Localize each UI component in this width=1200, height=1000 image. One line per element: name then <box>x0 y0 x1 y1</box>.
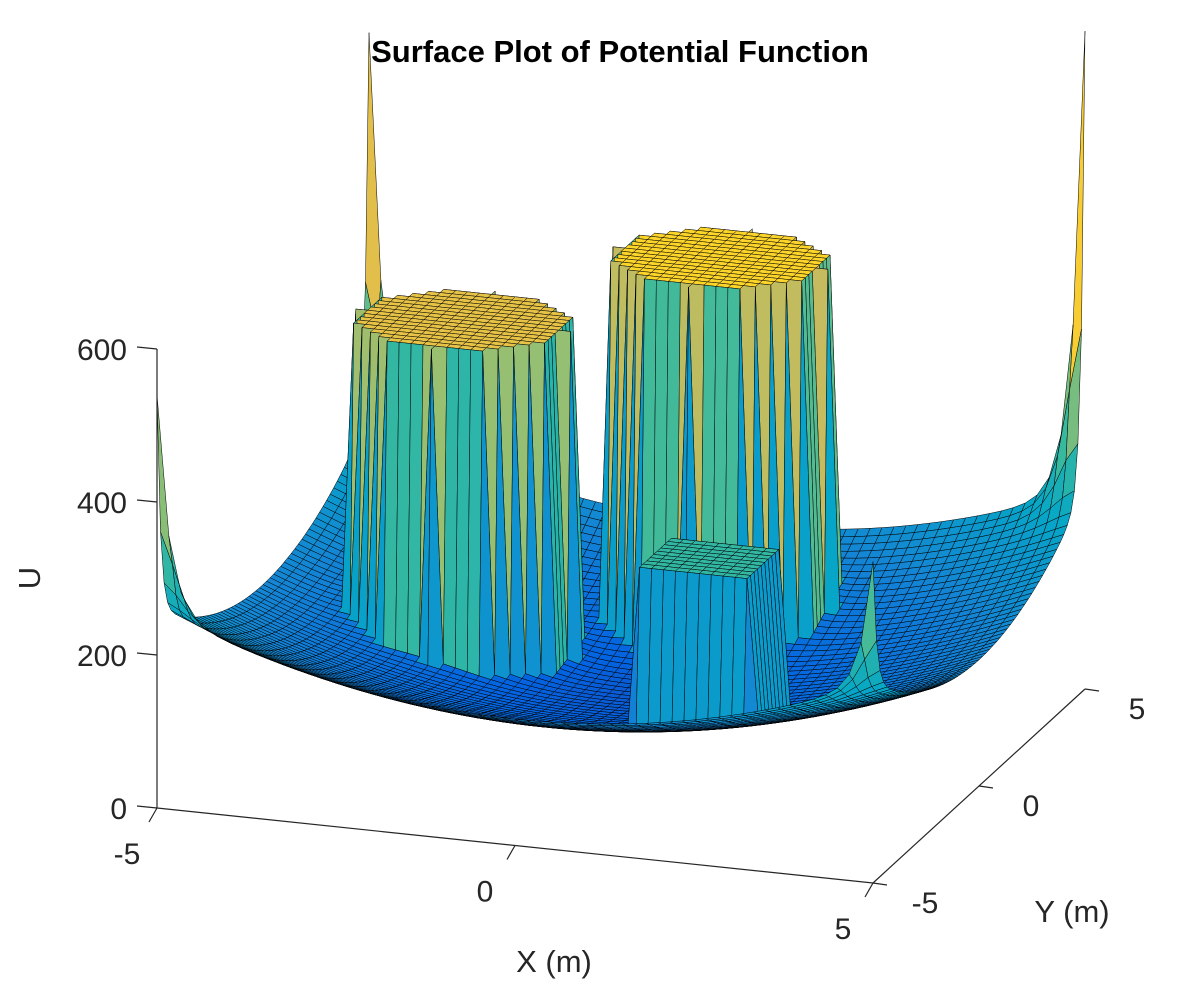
y-tick-label: 5 <box>1129 693 1146 726</box>
z-tick-label: 600 <box>77 334 127 367</box>
x-tick-mark <box>864 882 874 898</box>
x-tick-mark <box>506 845 516 860</box>
y-tick-label: 0 <box>1023 790 1040 823</box>
chart-title: Surface Plot of Potential Function <box>371 34 869 69</box>
x-tick-label: 0 <box>477 876 494 909</box>
x-axis-label: X (m) <box>516 944 592 979</box>
y-axis-label: Y (m) <box>1034 894 1109 929</box>
y-tick-mark <box>1084 688 1100 692</box>
surface-patch <box>860 561 877 661</box>
z-tick-mark <box>136 499 158 503</box>
z-tick-mark <box>136 346 158 350</box>
x-tick-mark <box>148 807 158 823</box>
surface-patch <box>365 32 382 337</box>
y-tick-label: -5 <box>912 887 939 920</box>
x-tick-label: -5 <box>114 838 141 871</box>
z-tick-label: 200 <box>77 640 127 673</box>
z-tick-mark <box>136 805 158 809</box>
axes: -5 0 5 -5 0 5 0 200 400 600 <box>77 334 1145 946</box>
z-tick-label: 0 <box>110 793 127 826</box>
x-tick-label: 5 <box>835 913 852 946</box>
z-tick-mark <box>136 652 158 656</box>
surface-patch <box>156 394 173 565</box>
z-axis-label: U <box>12 567 47 589</box>
y-tick-mark <box>872 882 888 886</box>
y-tick-mark <box>978 785 994 789</box>
z-tick-label: 400 <box>77 487 127 520</box>
surface-mesh <box>156 31 1086 733</box>
